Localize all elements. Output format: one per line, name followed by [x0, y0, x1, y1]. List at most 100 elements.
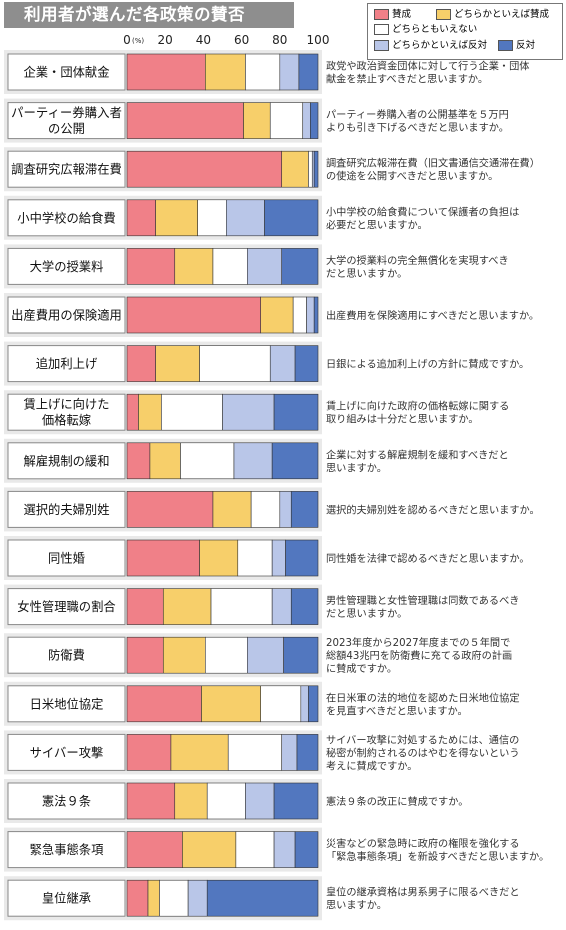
row-label: 価格転嫁: [42, 413, 92, 428]
row-question: に賛成ですか。: [326, 662, 397, 675]
bar-segment: [212, 248, 248, 285]
row-label: の公開: [48, 121, 85, 136]
row-label-box: [7, 636, 126, 674]
chart-row: 選択的夫婦別姓 選択的夫婦別姓を認めるべきだと思いますか。: [4, 487, 540, 532]
row-question: よりも引き下げるべきだと思いますか。: [326, 121, 509, 134]
legend-label: どちらかといえば賛成: [454, 9, 550, 20]
bar-segment: [126, 782, 176, 820]
row-question: だと思いますか。: [326, 268, 407, 280]
x-tick-label: 0: [123, 33, 131, 47]
bar-segment: [271, 539, 286, 577]
row-label-box: [7, 539, 126, 577]
legend: 賛成 どちらかといえば賛成 どちらともいえない どちらかといえば反対 反対: [367, 3, 563, 60]
row-label: 調査研究広報滞在費: [11, 162, 122, 177]
row-label-box: [7, 588, 126, 626]
chart-row: 緊急事態条項 災害などの緊急時に政府の権限を強化する「緊急事態条項」を新設すべきだ…: [4, 827, 549, 872]
bar-segment: [300, 685, 309, 723]
bar-segment: [245, 53, 281, 91]
bar-segment: [273, 831, 296, 868]
bar-segment: [174, 782, 208, 820]
bar-segment: [149, 442, 181, 480]
bar-segment: [269, 102, 304, 139]
row-label: 出産費用の保険適用: [11, 308, 122, 323]
bar-segment: [279, 491, 292, 528]
row-question: 総額43兆円を防衛費に充てる政府の計画: [326, 649, 512, 662]
bar-segment: [162, 636, 206, 674]
bar-segment: [294, 345, 319, 382]
bar-segment: [126, 199, 156, 237]
row-question: 在日米軍の法的地位を認めた日米地位協定: [326, 691, 520, 704]
chart-rows: 企業・団体献金 政党や政治資金団体に対して行う企業・団体献金を禁止すべきだと思いま…: [4, 50, 549, 921]
bar-segment: [273, 782, 319, 820]
row-question: 皇位の継承資格は男系男子に限るべきだと: [326, 886, 520, 899]
legend-swatch: [374, 24, 389, 35]
x-tick-label: 60: [234, 33, 249, 47]
bar-segment: [260, 296, 294, 334]
bar-segment: [126, 685, 202, 723]
bar-segment: [273, 393, 319, 431]
row-label: 皇位継承: [42, 891, 92, 906]
bar-segment: [210, 588, 273, 625]
row-label-box: [7, 150, 126, 188]
legend-label: 賛成: [392, 9, 412, 20]
row-label-box: [7, 345, 126, 383]
row-question: 思いますか。: [326, 462, 387, 474]
row-label-box: [7, 685, 126, 723]
row-label-box: [7, 490, 126, 528]
bar-segment: [155, 199, 198, 237]
bar-segment: [126, 539, 200, 577]
bar-segment: [170, 734, 229, 771]
bar-segment: [245, 782, 275, 820]
row-question: 災害などの緊急時に政府の権限を強化する: [326, 837, 520, 850]
row-label: 小中学校の給食費: [17, 210, 115, 225]
bar-segment: [247, 248, 283, 285]
bar-segment: [159, 879, 189, 917]
bar-segment: [308, 685, 319, 723]
bar-segment: [313, 150, 319, 188]
bar-segment: [162, 588, 212, 625]
row-question: 企業に対する解雇規制を緩和すべきだと: [326, 448, 509, 461]
bar-segment: [147, 879, 160, 917]
row-label: 女性管理職の割合: [17, 599, 116, 614]
bar-segment: [227, 734, 283, 771]
bar-segment: [235, 831, 275, 868]
bar-segment: [126, 345, 156, 382]
chart-row: 調査研究広報滞在費 調査研究広報滞在費（旧文書通信交通滞在費）の使途を公開すべきだ…: [4, 147, 540, 192]
chart-row: 追加利上げ 日銀による追加利上げの方針に賛成ですか。: [4, 341, 529, 386]
bar-segment: [126, 150, 283, 188]
chart-row: 防衛費 2023年度から2027年度までの５年間で総額43兆円を防衛費に充てる政府…: [4, 633, 512, 678]
bar-segment: [126, 831, 183, 868]
row-label: 日米地位協定: [30, 696, 104, 711]
bar-segment: [313, 296, 319, 334]
bar-segment: [201, 685, 262, 723]
row-label-box: [7, 53, 126, 91]
row-question: 憲法９条の改正に賛成ですか。: [326, 795, 468, 808]
x-tick-label: 100: [307, 33, 330, 47]
row-question: 献金を禁止すべきだと思いますか。: [326, 73, 488, 86]
chart-row: 出産費用の保険適用 出産費用を保険適用にすべきだと思いますか。: [4, 293, 539, 337]
row-label: 防衛費: [48, 648, 85, 663]
bar-segment: [222, 393, 275, 431]
row-label: 解雇規制の緩和: [23, 453, 109, 468]
row-label-box: [7, 296, 126, 334]
legend-swatch: [436, 9, 451, 20]
bar-segment: [126, 102, 244, 139]
bar-segment: [126, 879, 149, 917]
bar-segment: [269, 345, 296, 382]
bar-segment: [206, 782, 246, 820]
row-label-box: [7, 733, 126, 771]
x-axis-ticks: 0 20 40 60 80 100 (%): [123, 33, 329, 47]
bar-segment: [292, 296, 307, 334]
bar-segment: [271, 588, 292, 625]
bar-segment: [302, 102, 311, 139]
bar-segment: [298, 53, 319, 91]
bar-segment: [197, 199, 227, 237]
bar-segment: [310, 102, 319, 139]
row-label-box: [7, 199, 126, 237]
row-label-box: [7, 879, 126, 917]
bar-segment: [233, 442, 273, 480]
